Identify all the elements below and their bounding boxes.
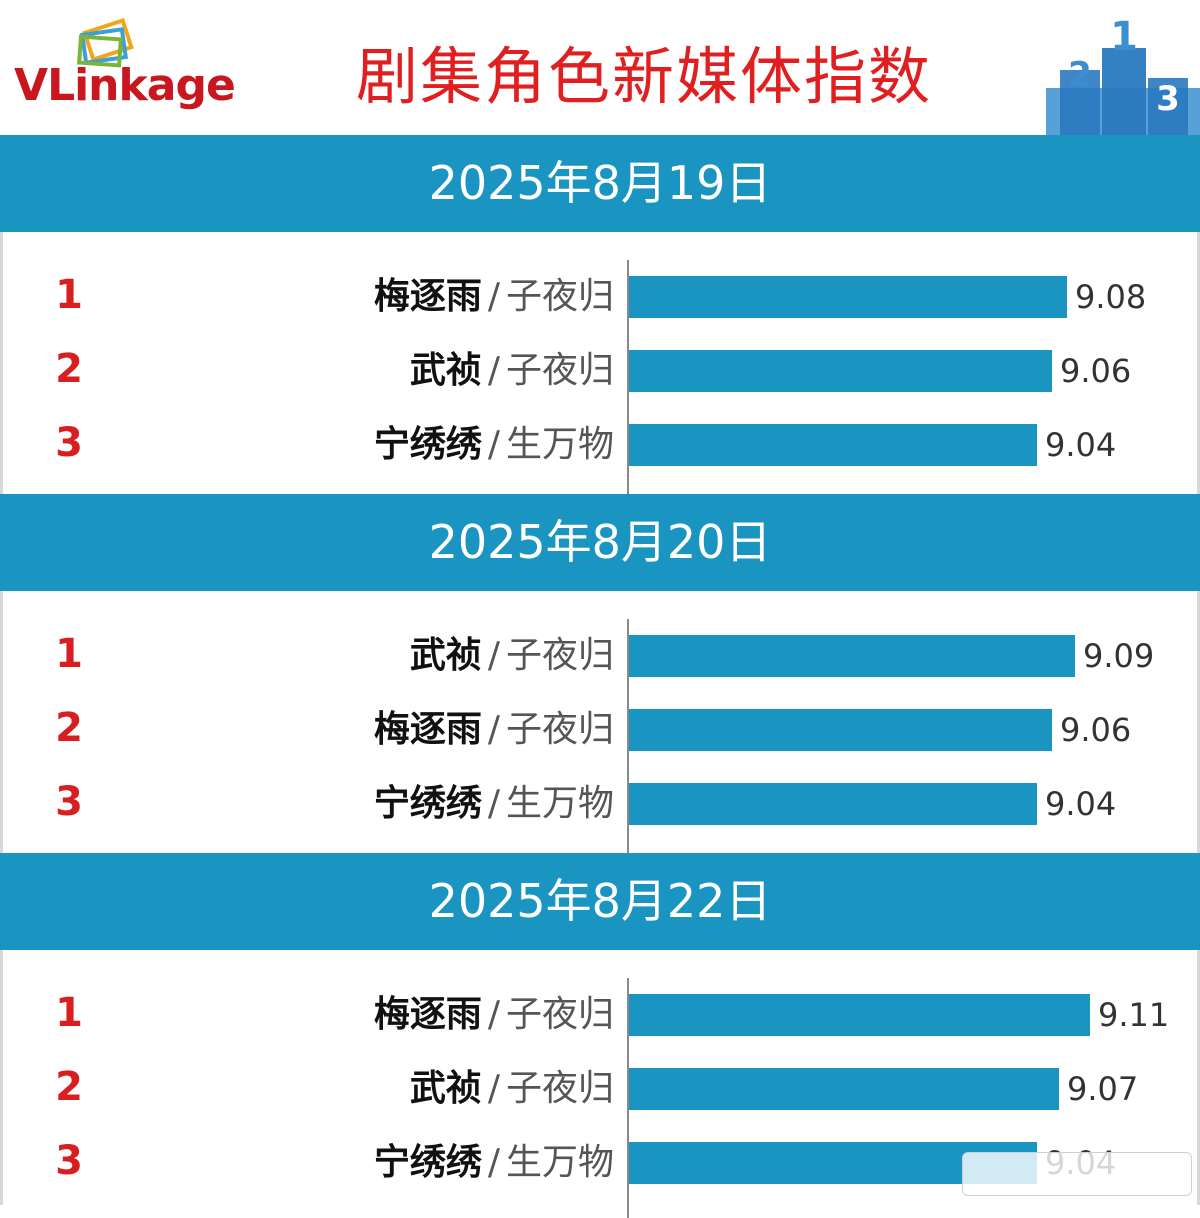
category-label: 梅逐雨 / 子夜归	[374, 274, 614, 320]
bar	[629, 709, 1052, 751]
label-separator: /	[487, 994, 500, 1035]
bar	[629, 994, 1090, 1036]
bar	[629, 783, 1037, 825]
bar	[629, 635, 1075, 677]
value-label: 9.08	[1075, 278, 1147, 316]
category-label: 梅逐雨 / 子夜归	[374, 707, 614, 753]
rank-number: 2	[55, 705, 83, 751]
category-label: 武祯 / 子夜归	[410, 633, 614, 679]
drama-name: 子夜归	[505, 276, 614, 317]
rank-number: 2	[55, 346, 83, 392]
label-separator: /	[487, 424, 500, 465]
rank-number: 2	[55, 1064, 83, 1110]
axis-line	[627, 260, 629, 500]
date-band: 2025年8月20日	[0, 494, 1200, 591]
axis-line	[627, 978, 629, 1218]
drama-name: 生万物	[505, 783, 614, 824]
label-separator: /	[487, 635, 500, 676]
value-label: 9.06	[1060, 352, 1132, 390]
podium-label-1: 1	[1110, 18, 1138, 60]
label-separator: /	[487, 1068, 500, 1109]
drama-name: 子夜归	[505, 350, 614, 391]
axis-line	[627, 619, 629, 859]
bar	[629, 1068, 1059, 1110]
drama-name: 子夜归	[505, 709, 614, 750]
podium-label-3: 3	[1156, 79, 1180, 119]
rank-number: 1	[55, 272, 83, 318]
drama-name: 子夜归	[505, 1068, 614, 1109]
role-name: 梅逐雨	[373, 994, 482, 1035]
category-label: 宁绣绣 / 生万物	[374, 422, 614, 468]
label-separator: /	[487, 709, 500, 750]
label-separator: /	[487, 783, 500, 824]
value-label: 9.04	[1045, 785, 1117, 823]
label-separator: /	[487, 350, 500, 391]
role-name: 武祯	[409, 350, 482, 391]
podium-icon: 2 1 3	[1046, 18, 1200, 135]
page-title: 剧集角色新媒体指数	[356, 40, 933, 113]
value-label: 9.06	[1060, 711, 1132, 749]
bar	[629, 424, 1037, 466]
role-name: 梅逐雨	[373, 276, 482, 317]
value-label: 9.07	[1067, 1070, 1139, 1108]
role-name: 梅逐雨	[373, 709, 482, 750]
category-label: 宁绣绣 / 生万物	[374, 1140, 614, 1186]
category-label: 武祯 / 子夜归	[410, 348, 614, 394]
role-name: 武祯	[409, 635, 482, 676]
rank-number: 3	[55, 1138, 83, 1184]
bar	[629, 276, 1067, 318]
rank-number: 1	[55, 990, 83, 1036]
label-separator: /	[487, 276, 500, 317]
date-band: 2025年8月19日	[0, 135, 1200, 232]
category-label: 宁绣绣 / 生万物	[374, 781, 614, 827]
date-band: 2025年8月22日	[0, 853, 1200, 950]
podium-label-2: 2	[1068, 55, 1092, 95]
rank-number: 1	[55, 631, 83, 677]
category-label: 武祯 / 子夜归	[410, 1066, 614, 1112]
label-separator: /	[487, 1142, 500, 1183]
category-label: 梅逐雨 / 子夜归	[374, 992, 614, 1038]
value-label: 9.04	[1045, 426, 1117, 464]
header: VLinkage 剧集角色新媒体指数 2 1 3	[0, 0, 1200, 135]
rank-number: 3	[55, 779, 83, 825]
drama-name: 生万物	[505, 424, 614, 465]
rank-number: 3	[55, 420, 83, 466]
role-name: 宁绣绣	[373, 424, 482, 465]
bar	[629, 350, 1052, 392]
value-label: 9.11	[1098, 996, 1170, 1034]
value-label: 9.09	[1083, 637, 1155, 675]
role-name: 武祯	[409, 1068, 482, 1109]
role-name: 宁绣绣	[373, 783, 482, 824]
vlinkage-logo: VLinkage	[14, 18, 264, 118]
logo-text: VLinkage	[14, 60, 236, 111]
watermark-overlay	[962, 1152, 1192, 1196]
drama-name: 子夜归	[505, 635, 614, 676]
drama-name: 生万物	[505, 1142, 614, 1183]
role-name: 宁绣绣	[373, 1142, 482, 1183]
drama-name: 子夜归	[505, 994, 614, 1035]
logo-cards-icon	[77, 18, 134, 68]
